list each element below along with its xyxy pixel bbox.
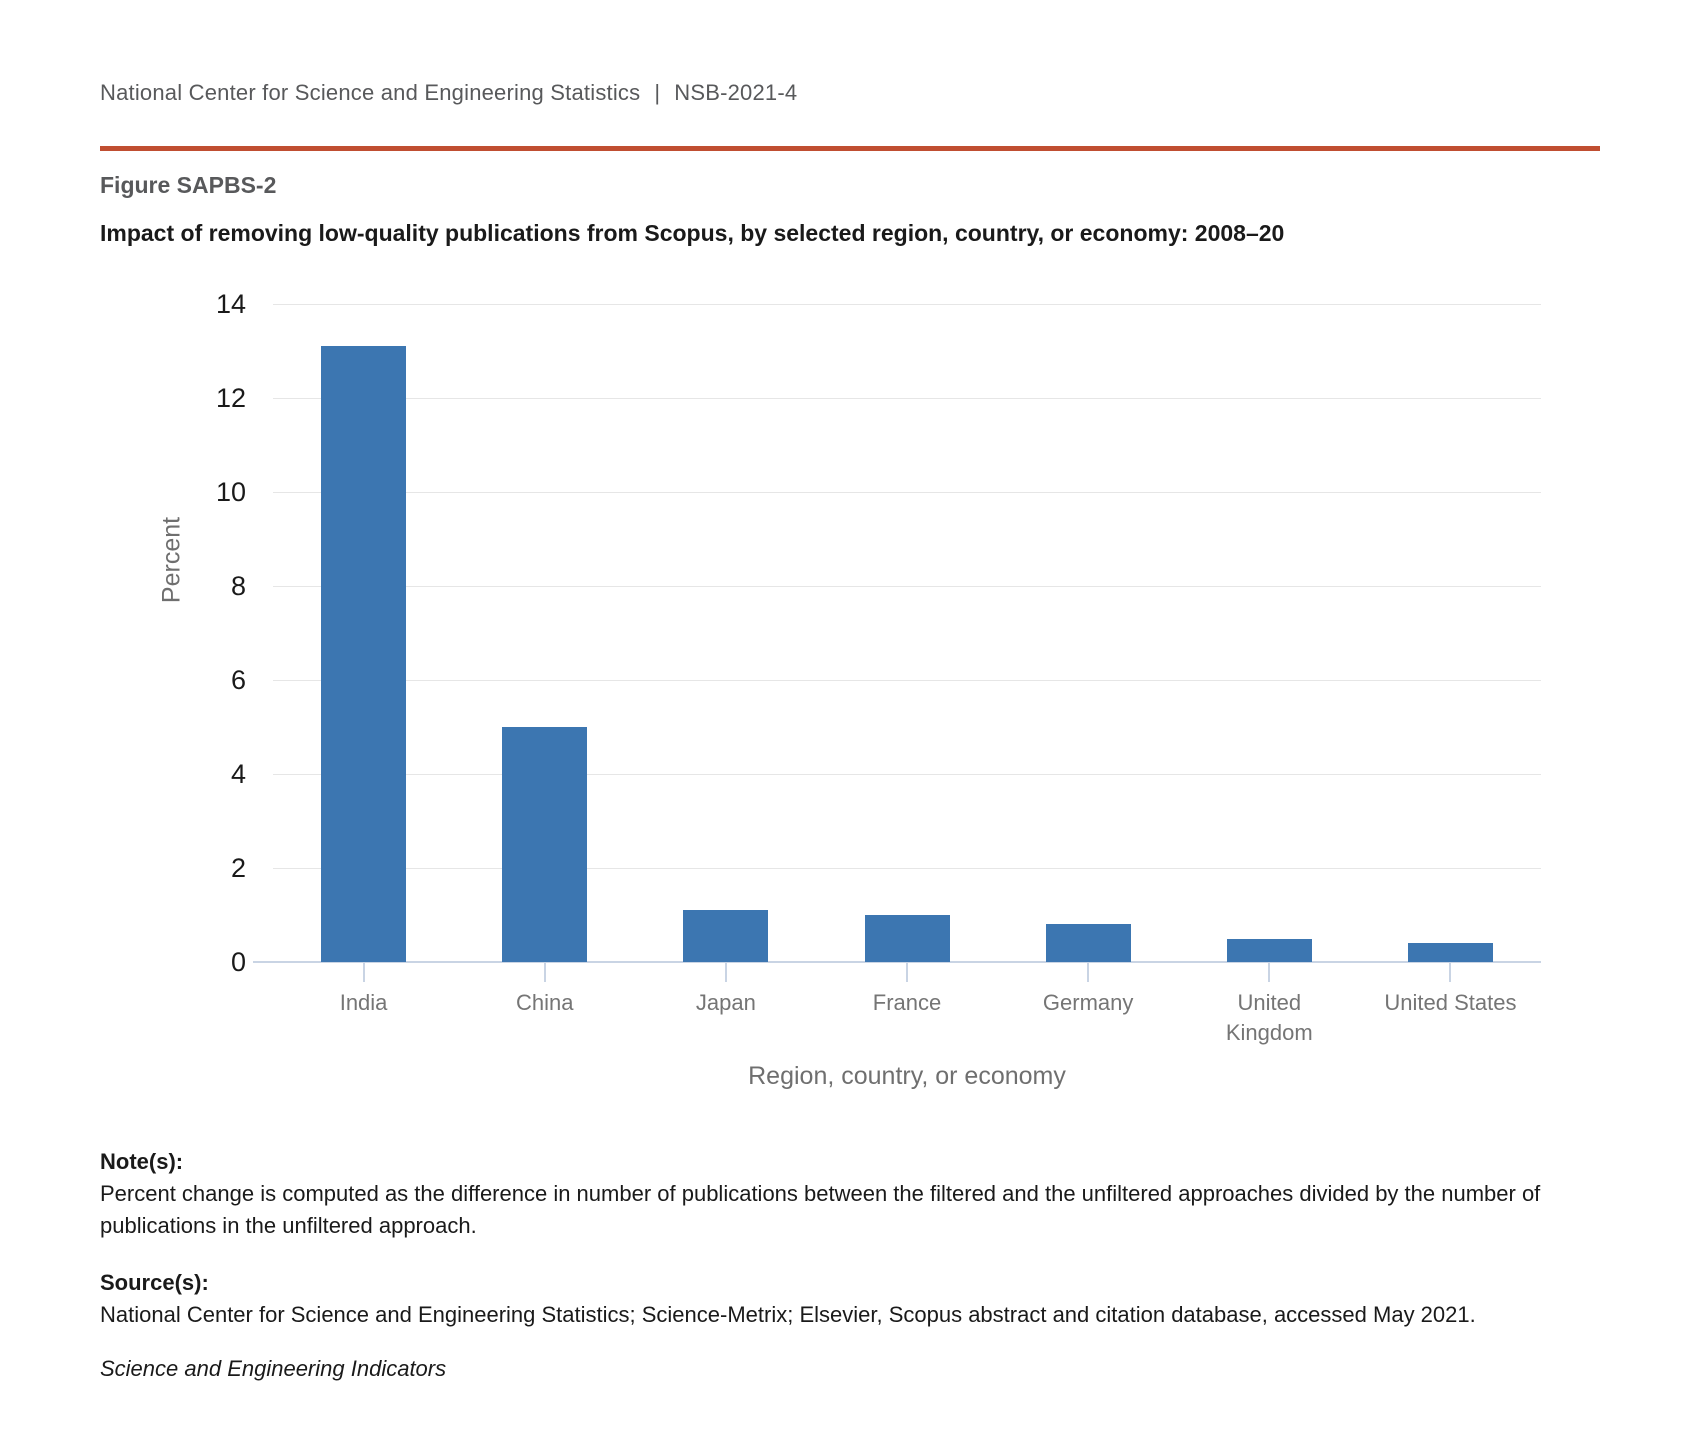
bar-india[interactable] xyxy=(321,346,407,962)
y-tick-label: 12 xyxy=(215,383,246,413)
notes-label: Note(s): xyxy=(100,1149,184,1174)
x-tick-label: India xyxy=(339,990,388,1015)
bar-france[interactable] xyxy=(864,915,950,962)
x-tick xyxy=(724,962,727,982)
header-separator: | xyxy=(654,80,661,105)
y-tick-label: 2 xyxy=(230,853,246,883)
bar-united-kingdom[interactable] xyxy=(1226,938,1312,962)
plot-area: India China Japan France Germany United Kingd… xyxy=(253,304,1541,1045)
x-tick-label: France xyxy=(872,990,942,1015)
bar-chart: Percent India China Japan France Germany Unit… xyxy=(158,289,1541,1090)
figure-title: Impact of removing low-quality publicati… xyxy=(100,220,1285,246)
x-tick-label: United States xyxy=(1384,990,1517,1015)
x-tick xyxy=(1087,962,1090,982)
x-axis-title: Region, country, or economy xyxy=(748,1062,1066,1090)
x-tick xyxy=(362,962,365,982)
y-tick-label: 6 xyxy=(230,665,246,695)
x-tick-label: United Kingdom xyxy=(1225,990,1313,1045)
gridline xyxy=(273,868,1541,869)
x-tick-label: Japan xyxy=(695,990,756,1015)
gridline xyxy=(273,774,1541,775)
bar-china[interactable] xyxy=(502,727,588,962)
y-tick-label: 14 xyxy=(215,289,246,319)
x-tick xyxy=(543,962,546,982)
y-tick-label: 8 xyxy=(230,571,246,601)
credit-line: Science and Engineering Indicators xyxy=(100,1356,447,1381)
x-tick-label: Germany xyxy=(1042,990,1134,1015)
header-report-id: NSB-2021-4 xyxy=(674,80,798,105)
x-tick xyxy=(906,962,908,982)
gridline xyxy=(273,492,1541,493)
bar-japan[interactable] xyxy=(683,910,769,962)
notes-section: Note(s): Percent change is computed as t… xyxy=(100,1146,1586,1385)
source-text: National Center for Science and Engineer… xyxy=(100,1302,1476,1327)
header-org: National Center for Science and Engineer… xyxy=(100,80,641,105)
x-tick xyxy=(1449,962,1452,982)
gridline xyxy=(273,680,1541,681)
bar-united-states[interactable] xyxy=(1407,943,1493,962)
source-section: Source(s): National Center for Science a… xyxy=(100,1267,1586,1331)
y-tick-label: 0 xyxy=(230,947,246,977)
x-tick-label: China xyxy=(515,990,574,1015)
bar-germany[interactable] xyxy=(1045,924,1131,962)
notes-text: Percent change is computed as the differ… xyxy=(100,1181,1541,1238)
x-axis-line xyxy=(253,961,1541,963)
gridline xyxy=(273,586,1541,587)
y-tick-label: 4 xyxy=(230,759,246,789)
x-tick xyxy=(1268,962,1271,982)
document-header: National Center for Science and Engineer… xyxy=(100,80,797,106)
gridline xyxy=(273,304,1541,305)
gridline xyxy=(273,398,1541,399)
header-accent-rule xyxy=(100,146,1600,151)
figure-label: Figure SAPBS-2 xyxy=(100,172,277,198)
y-tick-label: 10 xyxy=(215,477,246,507)
source-label: Source(s): xyxy=(100,1270,209,1295)
